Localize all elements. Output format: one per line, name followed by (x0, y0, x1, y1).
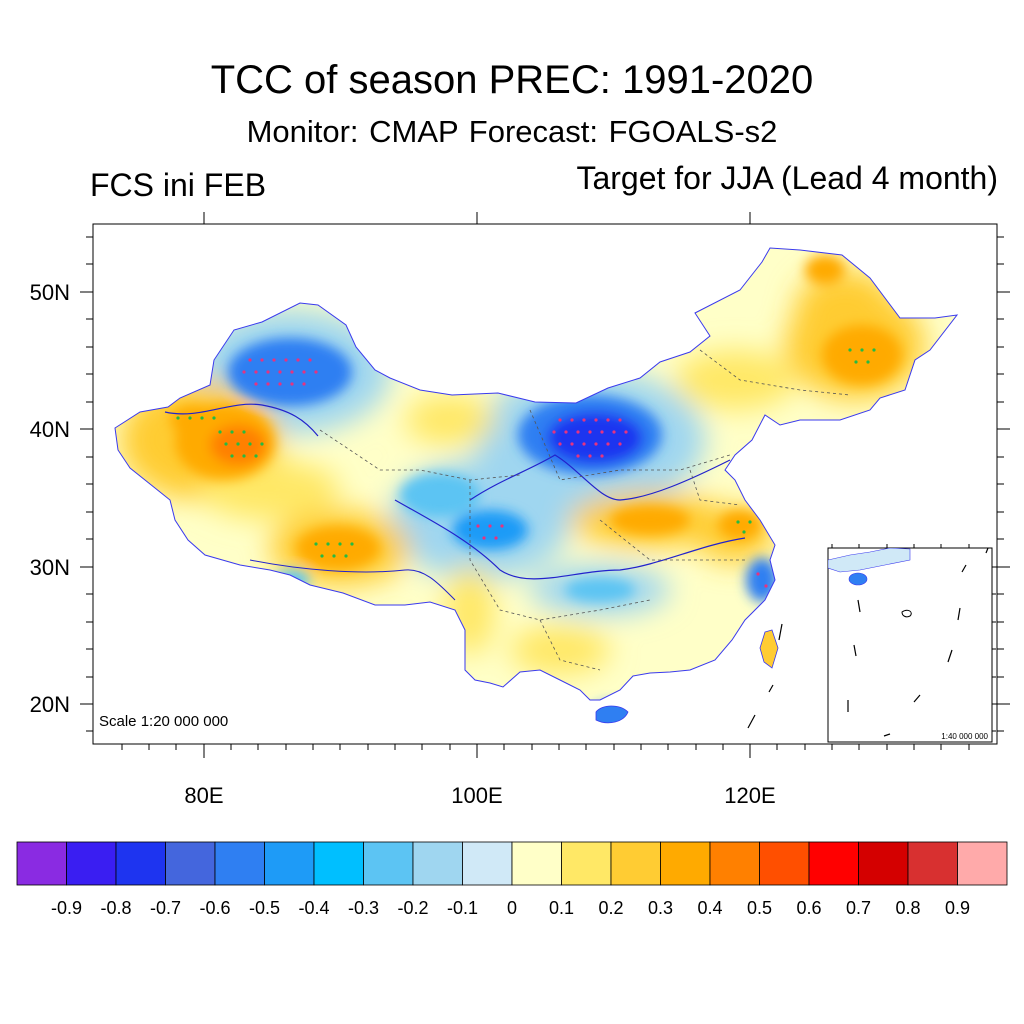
init-label: FCS ini FEB (90, 167, 267, 203)
y-tick-label: 30N (30, 555, 70, 580)
colorbar-tick-label: 0.3 (648, 898, 673, 918)
coast-details (595, 623, 783, 729)
colorbar-swatch (66, 841, 117, 886)
colorbar-tick-label: 0.1 (549, 898, 574, 918)
colorbar-labels: -0.9 -0.8 -0.7 -0.6 -0.5 -0.4 -0.3 -0.2 -0.1 0 0.1… (51, 898, 970, 918)
colorbar-swatch (561, 841, 612, 886)
colorbar-swatch (313, 841, 364, 886)
colorbar-swatch (214, 841, 265, 886)
x-tick-label: 80E (184, 783, 223, 808)
colorbar-tick-label: 0.9 (945, 898, 970, 918)
map-lines (114, 247, 958, 701)
colorbar-tick-label: 0 (507, 898, 517, 918)
colorbar-tick-label: -0.8 (100, 898, 131, 918)
colorbar-swatch (16, 841, 67, 886)
colorbar-tick-label: -0.3 (348, 898, 379, 918)
colorbar-swatch (115, 841, 166, 886)
colorbar-swatch (610, 841, 661, 886)
colorbar-swatch (858, 841, 909, 886)
colorbar-tick-label: -0.1 (447, 898, 478, 918)
inset-scale-text: 1:40 000 000 (941, 732, 988, 741)
target-label: Target for JJA (Lead 4 month) (576, 160, 998, 196)
colorbar-swatch (412, 841, 463, 886)
colorbar-tick-label: -0.4 (298, 898, 329, 918)
colorbar-swatch (709, 841, 760, 886)
colorbar-tick-label: 0.4 (697, 898, 722, 918)
axis-ticks (80, 212, 1010, 758)
colorbar-swatch (264, 841, 315, 886)
colorbar-tick-label: -0.7 (150, 898, 181, 918)
x-tick-label: 100E (451, 783, 502, 808)
colorbar (16, 841, 1008, 886)
colorbar-swatch (808, 841, 859, 886)
colorbar-tick-label: -0.5 (249, 898, 280, 918)
y-tick-label: 50N (30, 280, 70, 305)
scale-text: Scale 1:20 000 000 (99, 713, 228, 730)
colorbar-tick-label: -0.2 (397, 898, 428, 918)
y-tick-label: 20N (30, 692, 70, 717)
colorbar-tick-label: 0.6 (796, 898, 821, 918)
chart-title: TCC of season PREC: 1991-2020 (210, 58, 814, 102)
colorbar-swatch (759, 841, 810, 886)
colorbar-tick-label: -0.6 (199, 898, 230, 918)
colorbar-tick-label: 0.7 (846, 898, 871, 918)
inset-map: 1:40 000 000 (827, 544, 998, 743)
colorbar-swatch (363, 841, 414, 886)
colorbar-tick-label: 0.8 (895, 898, 920, 918)
colorbar-tick-label: -0.9 (51, 898, 82, 918)
chart-subtitle: Monitor: CMAP Forecast: FGOALS-s2 (246, 114, 778, 149)
colorbar-tick-label: 0.5 (747, 898, 772, 918)
y-tick-labels: 50N 40N 30N 20N (30, 280, 70, 717)
colorbar-swatch (660, 841, 711, 886)
colorbar-tick-label: 0.2 (598, 898, 623, 918)
x-tick-labels: 80E 100E 120E (184, 783, 775, 808)
colorbar-swatch (462, 841, 513, 886)
colorbar-swatch (165, 841, 216, 886)
tcc-field (115, 248, 957, 700)
colorbar-swatch (907, 841, 958, 886)
x-tick-label: 120E (724, 783, 775, 808)
colorbar-swatch (957, 841, 1008, 886)
colorbar-swatch (511, 841, 562, 886)
y-tick-label: 40N (30, 417, 70, 442)
